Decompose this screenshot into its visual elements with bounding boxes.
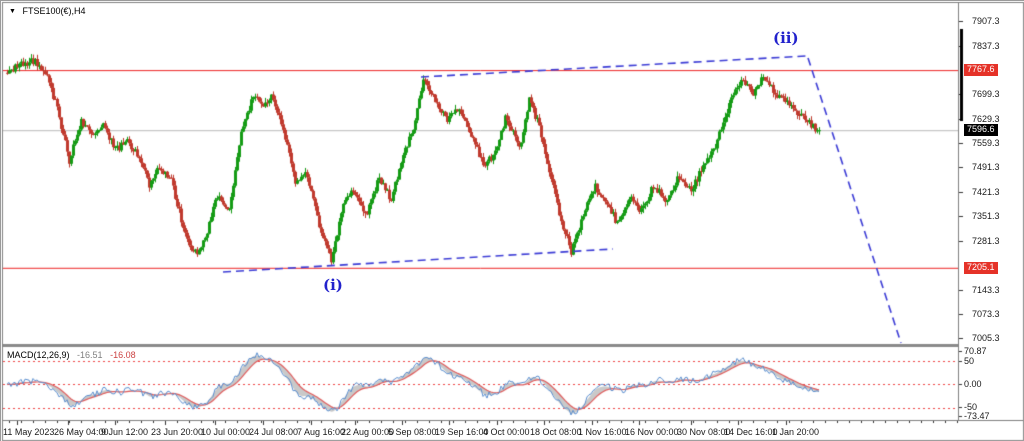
macd-axis-label: -50	[964, 402, 978, 412]
macd-axis-label: 70.87	[964, 346, 987, 356]
price-tick-label: 7559.3	[972, 138, 1000, 149]
time-label: 7 Aug 16:00	[297, 427, 346, 437]
time-label: 16 Nov 00:00	[625, 427, 679, 437]
time-label: 23 Jun 20:00	[151, 427, 204, 437]
price-tick-label: 7073.3	[972, 309, 1000, 320]
time-label: 14 Dec 16:00	[724, 427, 778, 437]
price-tick-label: 7491.3	[972, 162, 1000, 173]
price-badge-resistance: 7767.6	[964, 64, 998, 77]
time-label: 1 Nov 16:00	[578, 427, 627, 437]
price-tick-label: 7629.3	[972, 113, 1000, 124]
macd-main-value: -16.51	[77, 350, 103, 360]
price-tick-label: 7699.3	[972, 89, 1000, 100]
price-tick-label: 7005.3	[972, 333, 1000, 343]
macd-axis-label: 50	[964, 356, 975, 366]
time-label: 30 Nov 08:00	[677, 427, 731, 437]
macd-signal-value: -16.08	[110, 350, 136, 360]
price-badge-current-price: 7596.6	[964, 124, 998, 137]
time-label: 10 Jul 00:00	[201, 427, 251, 437]
price-tick-label: 7143.3	[972, 284, 1000, 295]
price-tick-label: 7907.3	[972, 16, 1000, 26]
macd-indicator-area[interactable]	[3, 348, 958, 418]
symbol-title: ▼ FTSE100(€),H4	[9, 6, 85, 16]
time-label: 19 Sep 16:00	[435, 427, 489, 437]
elliott-wave-label-ii: (ii)	[773, 29, 799, 47]
price-tick-label: 7837.3	[972, 40, 1000, 51]
time-label: 22 Aug 00:00	[341, 427, 395, 437]
macd-axis-label: -73.47	[964, 411, 990, 421]
price-badge-support: 7205.1	[964, 261, 998, 274]
macd-axis-label: 0.00	[964, 379, 982, 389]
symbol-label: FTSE100(€),H4	[22, 6, 86, 16]
time-label: 9 Jun 12:00	[101, 427, 149, 437]
chevron-down-icon[interactable]: ▼	[9, 8, 16, 15]
main-chart-area[interactable]	[3, 3, 958, 344]
time-label: 26 May 04:00	[54, 427, 109, 437]
time-label: 11 May 2023	[3, 427, 55, 437]
time-label: 18 Oct 08:00	[530, 427, 582, 437]
price-tick-label: 7421.3	[972, 186, 1000, 197]
price-tick-label: 7281.3	[972, 236, 1000, 246]
time-label: 4 Oct 00:00	[483, 427, 530, 437]
time-label: 1 Jan 20:00	[772, 427, 820, 437]
time-label: 24 Jul 08:00	[249, 427, 299, 437]
price-tick-label: 7351.3	[972, 211, 1000, 222]
macd-indicator-label: MACD(12,26,9)	[7, 350, 70, 360]
macd-title: MACD(12,26,9) -16.51 -16.08	[7, 350, 136, 360]
elliott-wave-label-i: (i)	[323, 276, 343, 294]
time-label: 5 Sep 08:00	[388, 427, 437, 437]
